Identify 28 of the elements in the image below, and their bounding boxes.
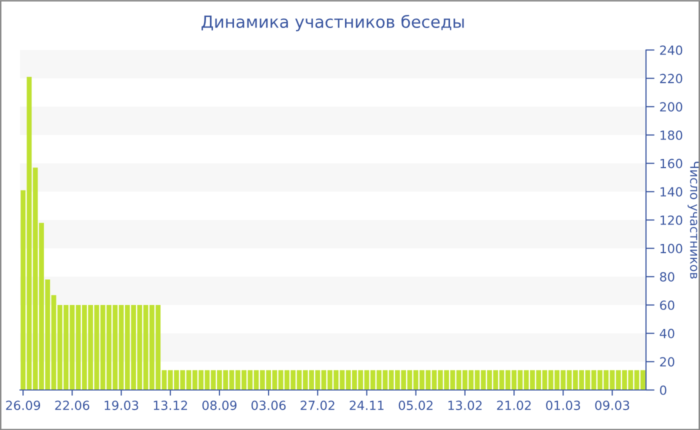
y-tick-label: 240	[660, 45, 682, 55]
chart-title: Динамика участников беседы	[202, 14, 464, 32]
y-tick-label: 80	[660, 272, 674, 282]
x-tick-label: 01.03	[546, 400, 580, 410]
x-tick-label: 13.02	[448, 400, 482, 410]
y-tick-label: 180	[660, 130, 682, 140]
y-tick-label: 140	[660, 187, 682, 197]
x-tick-label: 08.09	[202, 400, 236, 410]
y-tick-label: 0	[660, 385, 666, 395]
y-tick-label: 20	[660, 357, 674, 367]
y-axis-title: Число участников	[688, 162, 700, 279]
x-tick-label: 03.06	[251, 400, 286, 410]
y-tick-label: 60	[660, 300, 674, 310]
y-tick-label: 160	[660, 158, 682, 168]
x-tick-label: 19.03	[104, 400, 138, 410]
x-tick-label: 26.09	[6, 400, 40, 410]
x-tick-label: 13.12	[154, 400, 188, 410]
x-tick-label: 24.11	[350, 400, 384, 410]
x-tick-label: 09.03	[595, 400, 630, 410]
y-tick-label: 120	[660, 215, 682, 225]
x-tick-label: 22.06	[55, 400, 90, 410]
x-tick-label: 05.02	[398, 400, 432, 410]
y-tick-label: 40	[660, 328, 674, 338]
y-tick-label: 200	[660, 102, 682, 112]
y-tick-label: 220	[660, 74, 682, 84]
x-tick-label: 21.02	[497, 400, 531, 410]
y-tick-label: 100	[660, 244, 682, 254]
x-tick-label: 27.02	[300, 400, 334, 410]
